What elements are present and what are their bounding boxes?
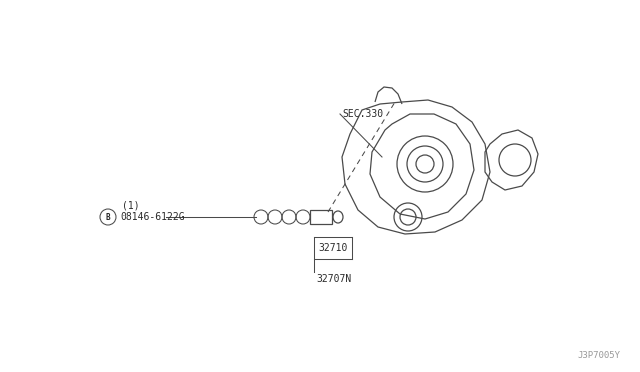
Text: SEC.330: SEC.330 [342, 109, 383, 119]
Text: J3P7005Y: J3P7005Y [577, 351, 620, 360]
Text: B: B [106, 212, 110, 221]
Text: (1): (1) [122, 200, 140, 210]
Text: 32710: 32710 [318, 243, 348, 253]
Text: 08146-6122G: 08146-6122G [120, 212, 184, 222]
Bar [310, 210, 332, 224]
Text: 32707N: 32707N [316, 274, 351, 284]
